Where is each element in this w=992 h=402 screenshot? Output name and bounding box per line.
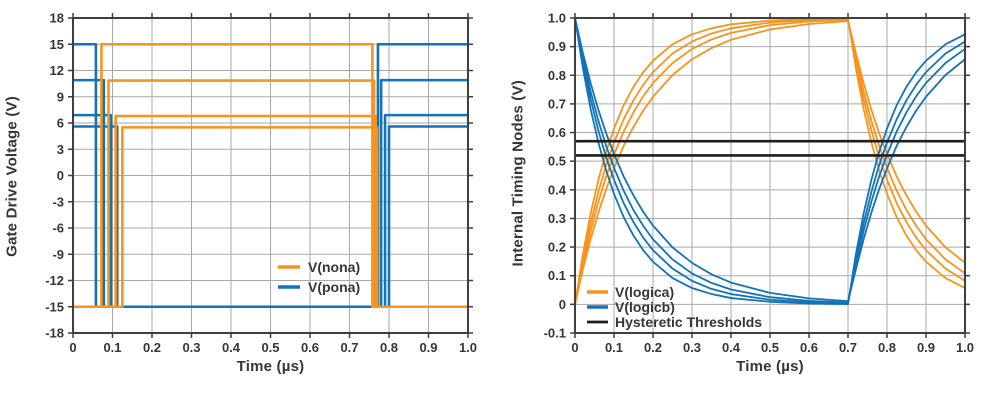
y-tick-label: -12 — [45, 273, 64, 288]
internal-timing-nodes-chart: 0 0.1 0.2 0.3 0.4 0.5 0.6 0.7 0.8 0.9 1.0 1.0 0.9 0.8… — [496, 0, 992, 402]
series-v-logicb-tau-0-105us — [574, 17, 966, 305]
y-tick-label: 0.5 — [548, 154, 566, 169]
x-tick-label: 0.3 — [182, 340, 200, 355]
y-tick-label: 15 — [50, 37, 64, 52]
tick-marks — [570, 13, 970, 338]
y-tick-label: 3 — [57, 142, 64, 157]
x-tick-label: 0.9 — [917, 340, 935, 355]
x-tick-label: 0.7 — [839, 340, 857, 355]
y-tick-label: 0.4 — [548, 182, 567, 197]
grid — [575, 18, 965, 333]
series-v-logicb-tau-0-12us — [574, 17, 966, 305]
gate-drive-y-axis-label: Gate Drive Voltage (V) — [3, 96, 21, 257]
plot-border — [574, 17, 966, 334]
x-tick-label: 1.0 — [459, 340, 477, 355]
series-group — [574, 17, 966, 305]
x-tick-label: 0 — [571, 340, 578, 355]
tick-marks — [68, 13, 473, 338]
y-tick-label: 0.3 — [548, 211, 566, 226]
y-tick-label: 0.2 — [548, 240, 566, 255]
tick-labels: 0 0.1 0.2 0.3 0.4 0.5 0.6 0.7 0.8 0.9 1.0 18 15 12 9 6 3… — [45, 11, 477, 356]
series-group — [73, 42, 468, 309]
y-tick-label: 12 — [50, 63, 64, 78]
legend-label-v-logica-: V(logica) — [615, 284, 674, 300]
y-tick-label: 1.0 — [548, 11, 566, 26]
y-tick-label: 9 — [57, 89, 64, 104]
y-tick-label: 0.8 — [548, 68, 566, 83]
timing-nodes-y-axis-label: Internal Timing Nodes (V) — [509, 80, 527, 267]
series-v-logicb-tau-0-155us — [574, 17, 966, 303]
timing-nodes-x-axis-label: Time (µs) — [736, 358, 804, 375]
series-v-logica-tau-0-155us — [574, 20, 966, 305]
y-tick-label: -18 — [45, 326, 64, 341]
x-tick-label: 0.6 — [800, 340, 818, 355]
y-tick-label: 0.9 — [548, 39, 566, 54]
legend-label-v-pona-: V(pona) — [308, 279, 360, 295]
y-tick-label: 0.7 — [548, 96, 566, 111]
x-tick-label: 0.7 — [340, 340, 358, 355]
y-tick-label: 0 — [559, 297, 566, 312]
y-tick-label: 0.1 — [548, 268, 566, 283]
x-tick-label: 0.8 — [878, 340, 896, 355]
plot-border — [72, 17, 469, 334]
series-v-pona-5-6v-corner — [73, 125, 468, 309]
internal-timing-nodes-plot: 0 0.1 0.2 0.3 0.4 0.5 0.6 0.7 0.8 0.9 1.0 1.0 0.9 0.8… — [544, 11, 974, 356]
y-tick-label: 6 — [57, 116, 64, 131]
x-tick-label: 0.2 — [644, 340, 662, 355]
x-tick-label: 0.6 — [301, 340, 319, 355]
y-tick-label: 18 — [50, 11, 64, 26]
legend-label-v-nona-: V(nona) — [308, 259, 360, 275]
x-tick-label: 0 — [69, 340, 76, 355]
legend: V(logica)V(logicb)Hysteretic Thresholds — [587, 284, 762, 330]
x-tick-label: 0.5 — [761, 340, 779, 355]
tick-labels: 0 0.1 0.2 0.3 0.4 0.5 0.6 0.7 0.8 0.9 1.0 1.0 0.9 0.8… — [544, 11, 974, 356]
x-tick-label: 0.1 — [103, 340, 121, 355]
y-tick-label: -3 — [52, 194, 64, 209]
x-tick-label: 0.8 — [380, 340, 398, 355]
grid — [73, 18, 468, 333]
x-tick-label: 0.4 — [722, 340, 741, 355]
legend: V(nona) V(pona) — [278, 259, 360, 295]
series-v-nona-5-6v-corner — [73, 126, 468, 309]
legend-label-v-logicb-: V(logicb) — [615, 299, 675, 315]
y-tick-label: -0.1 — [544, 326, 566, 341]
x-tick-label: 0.2 — [143, 340, 161, 355]
gate-drive-voltage-plot: 0 0.1 0.2 0.3 0.4 0.5 0.6 0.7 0.8 0.9 1.0 18 15 12 9 6 3… — [45, 11, 477, 356]
series-v-logica-tau-0-12us — [574, 17, 966, 305]
x-tick-label: 1.0 — [956, 340, 974, 355]
x-tick-label: 0.9 — [419, 340, 437, 355]
x-tick-label: 0.5 — [261, 340, 279, 355]
series-v-logica-tau-0-135us — [574, 18, 966, 305]
x-tick-label: 0.1 — [605, 340, 623, 355]
y-tick-label: 0 — [57, 168, 64, 183]
y-tick-label: -15 — [45, 299, 64, 314]
legend-label-hysteretic-thresholds: Hysteretic Thresholds — [615, 314, 762, 330]
y-tick-label: -6 — [52, 221, 64, 236]
x-tick-label: 0.4 — [222, 340, 241, 355]
y-tick-label: 0.6 — [548, 125, 566, 140]
x-tick-label: 0.3 — [683, 340, 701, 355]
gate-drive-voltage-chart: 0 0.1 0.2 0.3 0.4 0.5 0.6 0.7 0.8 0.9 1.0 18 15 12 9 6 3… — [3, 11, 478, 376]
series-v-logicb-tau-0-135us — [574, 17, 966, 304]
y-tick-label: -9 — [52, 247, 64, 262]
gate-drive-x-axis-label: Time (µs) — [236, 358, 305, 375]
